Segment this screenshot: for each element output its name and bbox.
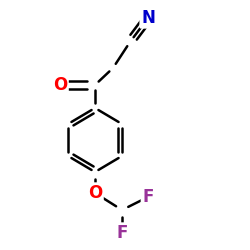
Text: F: F xyxy=(142,188,154,206)
Text: N: N xyxy=(141,9,155,27)
Text: O: O xyxy=(88,184,102,202)
Text: F: F xyxy=(116,224,128,242)
Text: O: O xyxy=(53,76,67,94)
